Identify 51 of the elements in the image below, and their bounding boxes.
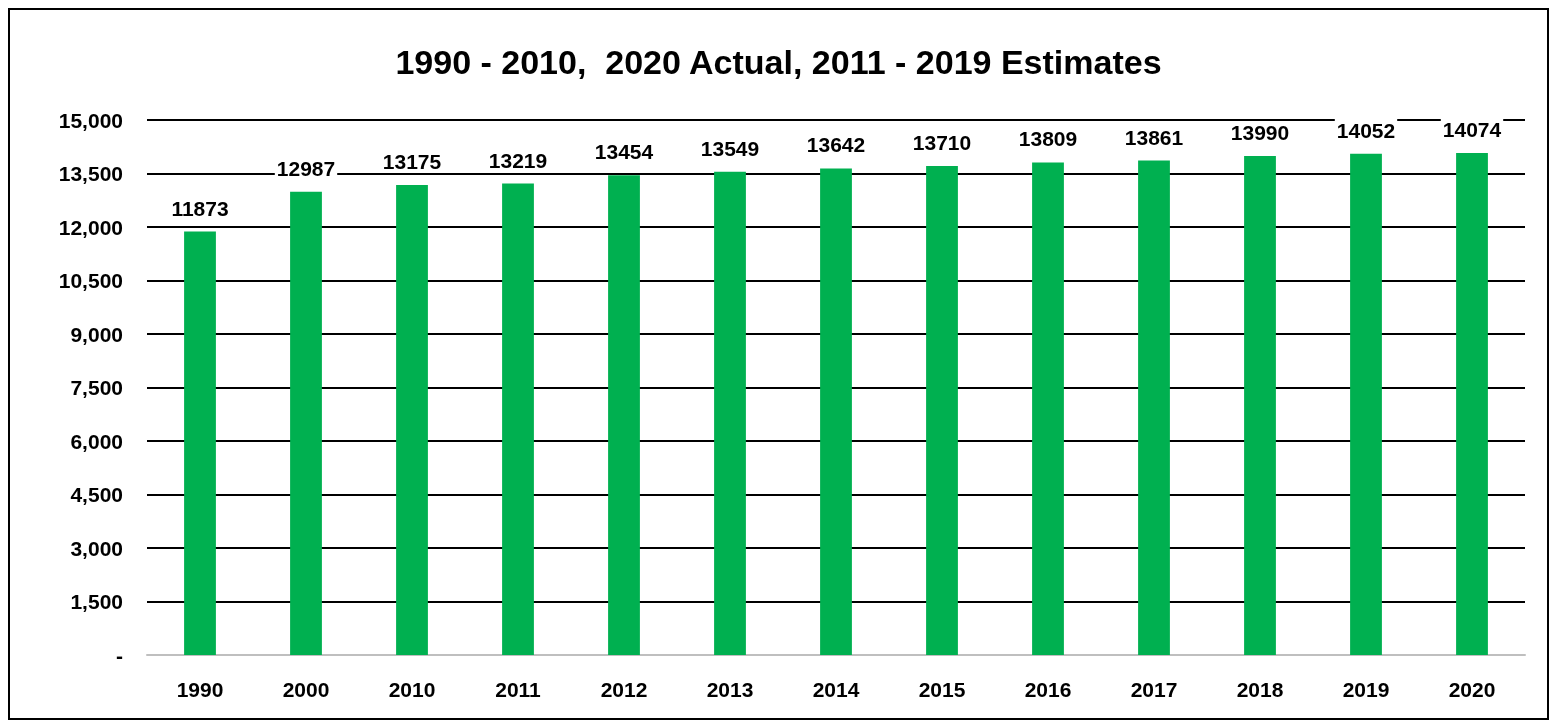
data-label: 13454 [594, 140, 654, 164]
bar [184, 231, 216, 655]
y-tick-label: 7,500 [70, 376, 123, 399]
y-tick-label: 3,000 [70, 536, 123, 560]
x-tick-label: 2017 [1130, 678, 1178, 701]
x-tick-label: 2000 [282, 678, 330, 701]
data-label: 13642 [806, 133, 866, 157]
bar [1244, 156, 1276, 655]
bar [396, 185, 428, 655]
bar [714, 171, 746, 655]
data-label: 13219 [488, 148, 548, 172]
x-tick-label: 2015 [918, 678, 966, 701]
bar [926, 166, 958, 655]
data-label: 13549 [700, 136, 760, 160]
data-label: 12987 [276, 156, 336, 180]
bar [608, 175, 640, 655]
x-tick-label: 2018 [1236, 678, 1284, 701]
bar [820, 168, 852, 655]
bar [1456, 153, 1488, 655]
y-tick-label: 10,500 [58, 269, 123, 292]
data-label: 13710 [912, 131, 972, 155]
x-tick-label: 2016 [1024, 678, 1072, 701]
data-label: 13175 [382, 150, 442, 174]
y-tick-label: 9,000 [70, 322, 123, 346]
y-tick-label: 12,000 [58, 215, 123, 239]
bar [1350, 153, 1382, 655]
data-label: 14052 [1336, 118, 1396, 142]
x-tick-label: 2020 [1448, 678, 1496, 701]
bar [1138, 160, 1170, 655]
bar [502, 183, 534, 655]
data-label: 13809 [1018, 127, 1078, 151]
bar [1032, 162, 1064, 655]
y-tick-label: 4,500 [70, 483, 123, 506]
y-tick-label: 13,500 [58, 162, 123, 185]
data-label: 13990 [1230, 121, 1290, 145]
data-label: 14074 [1442, 118, 1502, 142]
y-tick-label: 1,500 [70, 590, 123, 613]
x-tick-label: 1990 [176, 678, 224, 701]
x-tick-label: 2011 [495, 678, 542, 701]
x-tick-label: 2019 [1342, 678, 1390, 701]
chart-title: 1990 - 2010, 2020 Actual, 2011 - 2019 Estimates [395, 43, 1162, 81]
y-tick-label: 6,000 [70, 429, 123, 453]
bar [290, 191, 322, 655]
x-tick-label: 2014 [812, 678, 860, 701]
y-tick-label: - [116, 643, 123, 667]
x-tick-label: 2010 [388, 678, 436, 701]
x-tick-label: 2013 [706, 678, 754, 701]
y-tick-label: 15,000 [58, 108, 123, 132]
x-tick-label: 2012 [600, 678, 648, 701]
data-label: 13861 [1124, 125, 1184, 149]
data-label: 11873 [171, 196, 229, 220]
